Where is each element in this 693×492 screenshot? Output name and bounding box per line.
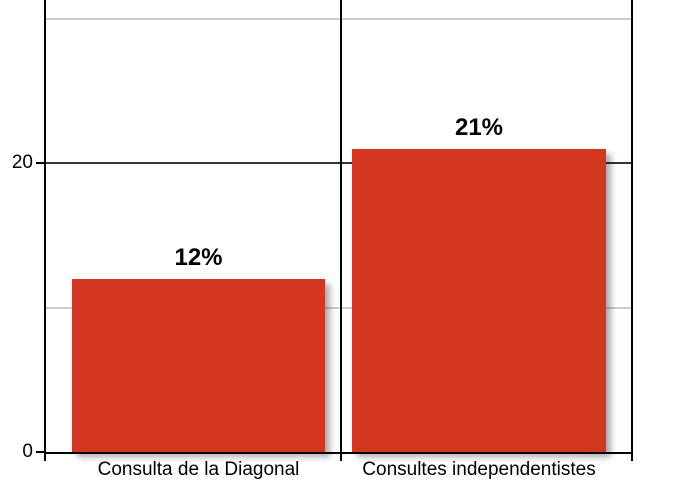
y-tick-mark-20 [36, 162, 44, 164]
y-tick-label-20: 20 [11, 152, 33, 173]
column-separator-line [340, 0, 342, 461]
category-label-0: Consulta de la Diagonal [97, 459, 300, 480]
bar-value-label-1: 21% [454, 113, 504, 141]
bar-value-label-0: 12% [174, 243, 223, 271]
bar-0 [72, 278, 325, 452]
y-axis-line [44, 0, 46, 461]
gridline-minor-10 [44, 306, 633, 309]
plot-right-border-line [631, 0, 633, 461]
gridline-minor-30 [44, 17, 633, 20]
category-label-1: Consultes independentistes [362, 459, 596, 480]
gridline-major-20 [44, 162, 633, 164]
y-tick-label-0: 0 [22, 441, 33, 462]
bar-1 [352, 148, 606, 452]
x-axis-line [44, 452, 633, 454]
y-tick-mark-0 [36, 451, 44, 453]
